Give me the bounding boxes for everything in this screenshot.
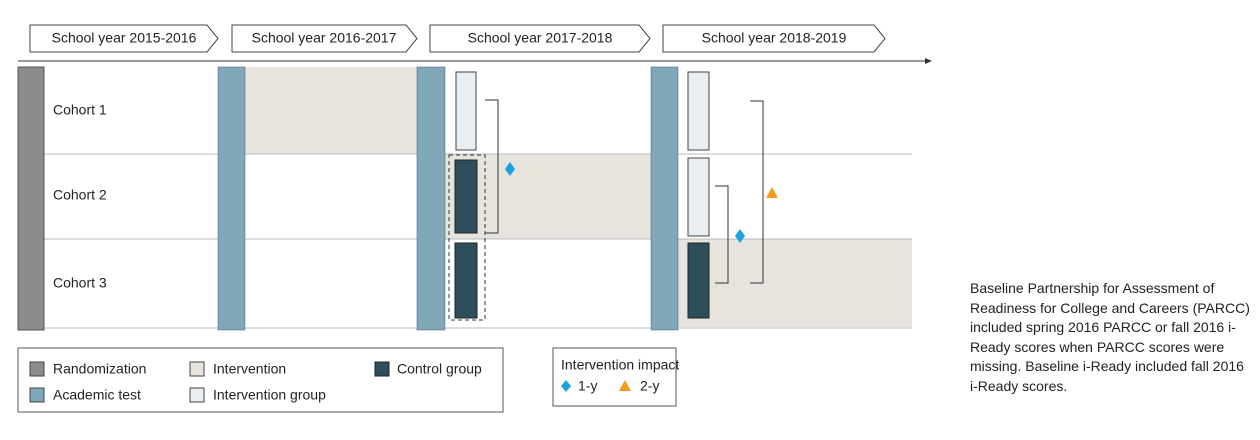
impact-legend-box: [552, 347, 677, 407]
one-year-marker: [505, 162, 515, 176]
academic-test-bar: [650, 66, 679, 331]
intervention-group-box: [687, 157, 710, 237]
legend-label: Control group: [397, 361, 482, 377]
year-arrow: [429, 24, 651, 53]
year-label: School year 2018-2019: [702, 30, 847, 46]
axis-arrowhead: [925, 58, 932, 64]
cohort-label: Cohort 1: [53, 102, 107, 118]
legend-label: Academic test: [53, 387, 141, 403]
impact-legend-label: 1-y: [578, 378, 597, 394]
legend-swatch: [29, 387, 45, 403]
dashed-group-outline: [448, 154, 486, 321]
legend-label: Randomization: [53, 361, 146, 377]
legend-swatch: [29, 361, 45, 377]
intervention-group-box: [455, 71, 477, 151]
caption: Baseline Partnership for Assessment of R…: [970, 280, 1250, 394]
intervention-area: [445, 154, 651, 239]
one-year-marker: [561, 380, 571, 392]
cohort-label: Cohort 3: [53, 275, 107, 291]
year-label: School year 2016-2017: [252, 30, 397, 46]
cohort-label: Cohort 2: [53, 187, 107, 203]
legend-box: [17, 347, 504, 413]
impact-legend-title: Intervention impact: [561, 357, 679, 373]
impact-legend-label: 2-y: [640, 378, 659, 394]
comparison-bracket: [485, 99, 499, 234]
legend-label: Intervention group: [213, 387, 326, 403]
legend-label: Intervention: [213, 361, 286, 377]
year-label: School year 2017-2018: [468, 30, 613, 46]
comparison-bracket: [750, 100, 764, 284]
control-group-box: [687, 242, 710, 319]
legend-swatch: [374, 361, 390, 377]
year-arrow: [29, 24, 219, 53]
intervention-area: [245, 67, 417, 154]
one-year-marker: [735, 229, 745, 243]
academic-test-bar: [416, 66, 446, 331]
two-year-marker: [619, 380, 631, 391]
year-label: School year 2015-2016: [52, 30, 197, 46]
control-group-box: [454, 242, 478, 319]
control-group-box: [454, 159, 478, 234]
two-year-marker: [766, 187, 778, 198]
year-arrow: [662, 24, 886, 53]
randomization-bar: [17, 66, 45, 331]
intervention-group-box: [687, 71, 710, 151]
legend-swatch: [189, 361, 205, 377]
comparison-bracket: [715, 185, 729, 284]
academic-test-bar: [217, 66, 246, 331]
year-arrow: [231, 24, 418, 53]
legend-swatch: [189, 387, 205, 403]
intervention-area: [678, 239, 912, 327]
